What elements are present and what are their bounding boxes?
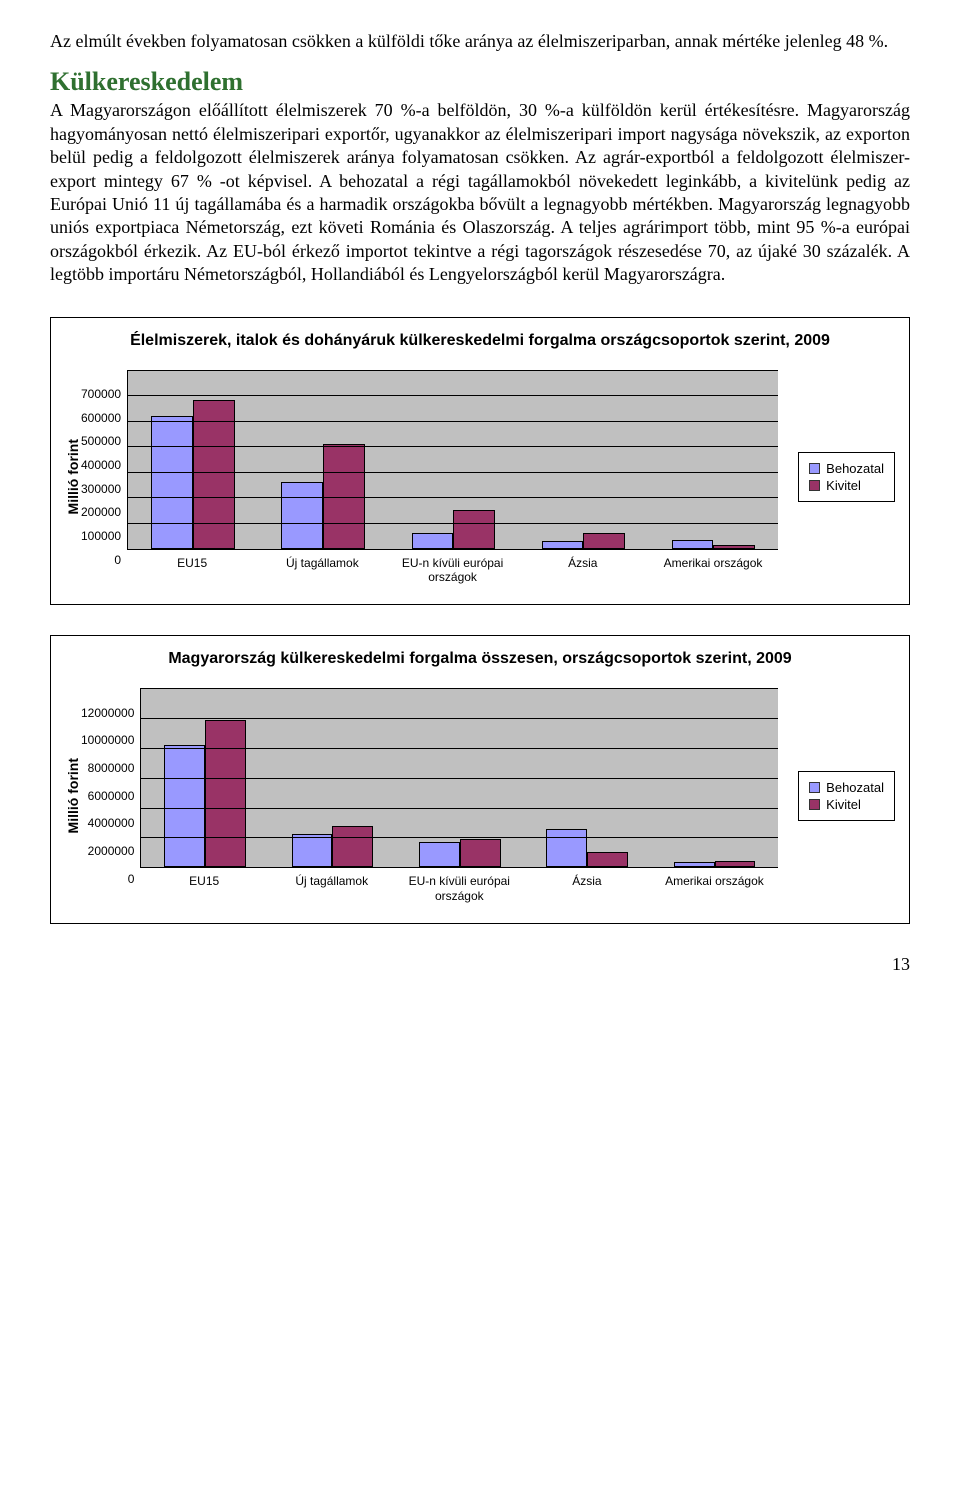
bar-group: [648, 370, 778, 549]
chart-total-trade: Magyarország külkereskedelmi forgalma ös…: [50, 635, 910, 924]
y-tick: 500000: [81, 434, 121, 448]
chart1-xticks: EU15Új tagállamokEU-n kívüli európai ors…: [127, 556, 778, 585]
chart2-ylabel: Millió forint: [65, 758, 81, 833]
page-number: 13: [50, 954, 910, 975]
chart2-plot: [140, 688, 778, 868]
legend-label: Kivitel: [826, 797, 861, 812]
y-tick: 400000: [81, 458, 121, 472]
x-tick: EU-n kívüli európai országok: [396, 874, 524, 903]
bar: [151, 416, 193, 549]
y-tick: 0: [128, 872, 135, 886]
y-tick: 100000: [81, 529, 121, 543]
x-tick: Amerikai országok: [648, 556, 778, 585]
y-tick: 2000000: [88, 844, 135, 858]
chart2-title: Magyarország külkereskedelmi forgalma ös…: [65, 650, 895, 668]
bar: [332, 826, 373, 868]
bar: [292, 834, 333, 867]
y-tick: 700000: [81, 387, 121, 401]
bar: [281, 482, 323, 548]
y-tick: 600000: [81, 411, 121, 425]
bar: [412, 533, 454, 548]
chart2-xticks: EU15Új tagállamokEU-n kívüli európai ors…: [140, 874, 778, 903]
bar: [205, 720, 246, 868]
swatch-icon: [809, 782, 820, 793]
legend-item: Kivitel: [809, 797, 884, 812]
bar: [587, 852, 628, 867]
bar-group: [258, 370, 388, 549]
bar: [164, 745, 205, 867]
x-tick: Új tagállamok: [268, 874, 396, 903]
legend-label: Behozatal: [826, 461, 884, 476]
x-tick: EU15: [140, 874, 268, 903]
swatch-icon: [809, 463, 820, 474]
bar-group: [518, 370, 648, 549]
y-tick: 300000: [81, 482, 121, 496]
chart2-yticks: 12000000 10000000 8000000 6000000 4000000 200…: [81, 706, 140, 886]
bar: [715, 861, 756, 868]
bar: [542, 541, 584, 549]
body-paragraph: A Magyarországon előállított élelmiszere…: [50, 99, 910, 286]
bar: [713, 545, 755, 549]
bar: [674, 862, 715, 867]
x-tick: Ázsia: [523, 874, 651, 903]
x-tick: Új tagállamok: [257, 556, 387, 585]
y-tick: 6000000: [88, 789, 135, 803]
x-tick: EU-n kívüli európai országok: [387, 556, 517, 585]
chart1-title: Élelmiszerek, italok és dohányáruk külke…: [65, 332, 895, 350]
legend-item: Behozatal: [809, 780, 884, 795]
section-heading: Külkereskedelem: [50, 67, 910, 97]
bar: [546, 829, 587, 868]
chart1-legend: Behozatal Kivitel: [798, 452, 895, 502]
bar-group: [128, 370, 258, 549]
bar-group: [388, 370, 518, 549]
bar: [419, 842, 460, 867]
bar: [193, 400, 235, 548]
y-tick: 200000: [81, 505, 121, 519]
y-tick: 4000000: [88, 816, 135, 830]
swatch-icon: [809, 799, 820, 810]
chart1-ylabel: Millió forint: [65, 439, 81, 514]
swatch-icon: [809, 480, 820, 491]
bar: [453, 510, 495, 548]
y-tick: 10000000: [81, 733, 134, 747]
chart-food-trade: Élelmiszerek, italok és dohányáruk külke…: [50, 317, 910, 606]
intro-paragraph: Az elmúlt években folyamatosan csökken a…: [50, 30, 910, 53]
bar: [323, 444, 365, 549]
legend-label: Behozatal: [826, 780, 884, 795]
x-tick: Amerikai országok: [651, 874, 779, 903]
y-tick: 8000000: [88, 761, 135, 775]
y-tick: 0: [114, 553, 121, 567]
y-tick: 12000000: [81, 706, 134, 720]
chart2-legend: Behozatal Kivitel: [798, 771, 895, 821]
legend-item: Kivitel: [809, 478, 884, 493]
legend-item: Behozatal: [809, 461, 884, 476]
x-tick: EU15: [127, 556, 257, 585]
chart1-plot: [127, 370, 778, 550]
bar: [460, 839, 501, 867]
bar: [672, 540, 714, 549]
legend-label: Kivitel: [826, 478, 861, 493]
x-tick: Ázsia: [518, 556, 648, 585]
chart1-yticks: 700000 600000 500000 400000 300000 200000 1000…: [81, 387, 127, 567]
bar: [583, 533, 625, 548]
